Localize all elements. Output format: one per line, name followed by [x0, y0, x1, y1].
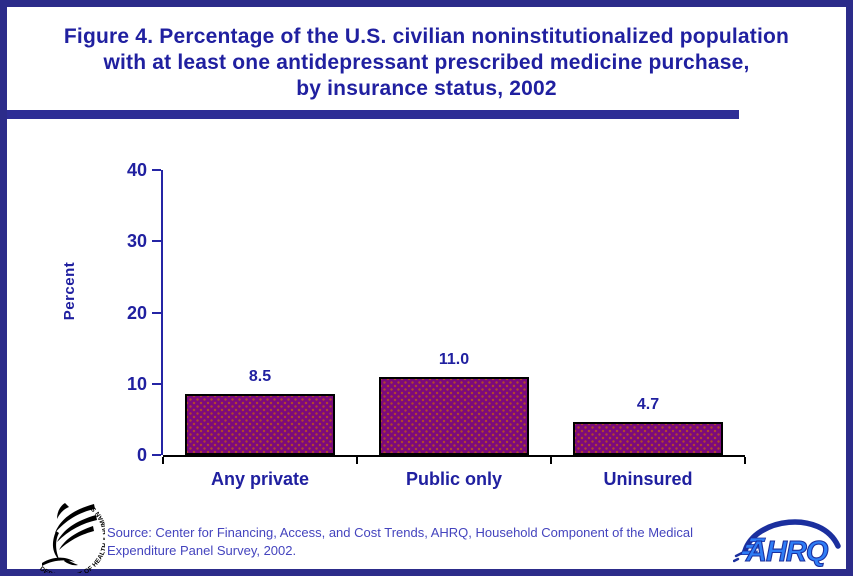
bar — [573, 422, 723, 455]
x-category-label: Uninsured — [603, 469, 693, 489]
y-tick — [152, 240, 161, 243]
y-axis-line — [161, 170, 163, 455]
ahrq-speed-lines — [740, 537, 767, 555]
bar — [185, 394, 335, 455]
title-line-1: Figure 4. Percentage of the U.S. civilia… — [63, 25, 790, 48]
y-tick — [152, 454, 161, 456]
bar-chart: 0 10 20 30 40 8.5 Any private 11.0 Public only 4.… — [7, 7, 846, 569]
ahrq-logo: AHRQ — [733, 519, 841, 569]
source-line-2: Expenditure Panel Survey, 2002. — [107, 543, 297, 558]
y-tick — [152, 311, 161, 314]
bar-value-label: 8.5 — [248, 368, 272, 385]
hhs-eagle-icon — [42, 503, 97, 566]
title-line-3: by insurance status, 2002 — [296, 77, 557, 100]
x-tick — [356, 457, 358, 464]
y-tick — [152, 169, 161, 171]
y-tick-label: 40 — [126, 160, 147, 180]
title-divider-bar — [7, 110, 739, 119]
x-tick — [550, 457, 552, 464]
x-category-label: Public only — [405, 469, 502, 489]
ahrq-swoosh-dashes — [733, 551, 744, 563]
x-category-label: Any private — [210, 469, 310, 489]
y-tick-label: 30 — [126, 231, 147, 252]
source-note: Source: Center for Financing, Access, an… — [107, 524, 727, 560]
source-line-1: Source: Center for Financing, Access, an… — [107, 525, 694, 540]
y-tick-label: 10 — [126, 373, 147, 394]
x-tick — [162, 457, 164, 464]
y-tick-label: 20 — [126, 302, 147, 323]
x-axis-line — [163, 455, 745, 457]
hhs-logo: DEPARTMENT OF HEALTH & HUMAN SERVICES • … — [8, 491, 105, 573]
y-tick — [152, 382, 161, 385]
bar-value-label: 11.0 — [438, 351, 470, 368]
ahrq-wordmark: AHRQ — [745, 536, 829, 568]
page-title: Figure 4. Percentage of the U.S. civilia… — [7, 24, 846, 102]
bar — [379, 377, 529, 455]
bar-value-label: 4.7 — [636, 396, 660, 413]
title-line-2: with at least one antidepressant prescri… — [103, 51, 750, 74]
y-tick-label: 0 — [136, 445, 147, 465]
x-tick — [744, 457, 746, 464]
